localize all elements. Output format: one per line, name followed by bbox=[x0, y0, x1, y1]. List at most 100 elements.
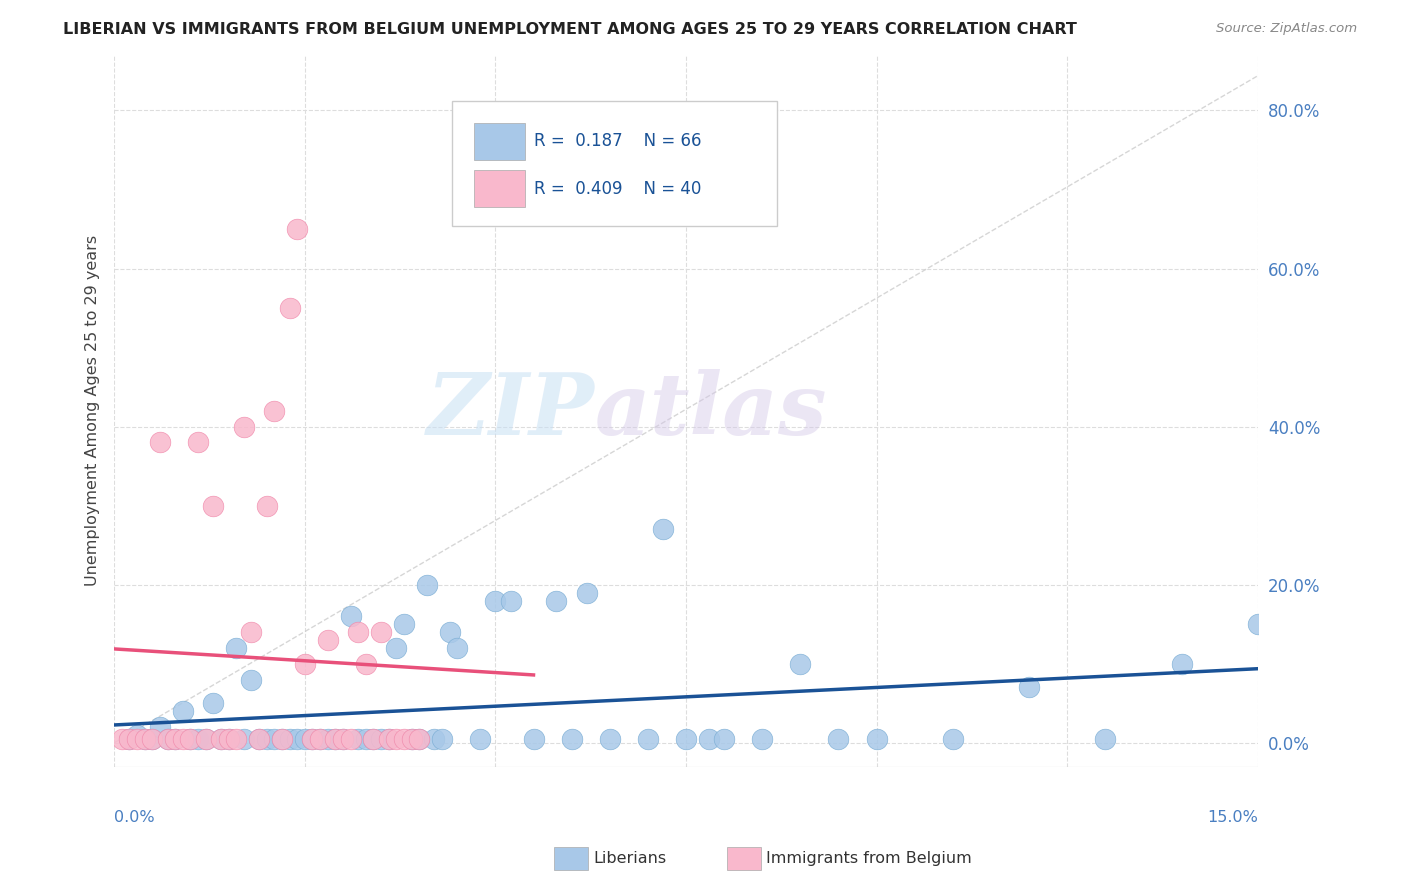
Text: R =  0.187    N = 66: R = 0.187 N = 66 bbox=[534, 132, 702, 150]
Point bbox=[225, 640, 247, 655]
Point bbox=[363, 731, 385, 746]
Point bbox=[751, 731, 773, 746]
Point bbox=[385, 731, 408, 746]
Point bbox=[316, 731, 339, 746]
Point bbox=[423, 731, 446, 746]
Point bbox=[149, 720, 172, 734]
Point bbox=[652, 522, 675, 536]
Point bbox=[256, 731, 278, 746]
Point bbox=[240, 673, 263, 687]
Point bbox=[301, 731, 323, 746]
Point bbox=[225, 731, 247, 746]
Point bbox=[385, 640, 408, 655]
Point bbox=[789, 657, 811, 671]
Point bbox=[294, 731, 316, 746]
Point bbox=[316, 633, 339, 648]
Point bbox=[697, 731, 720, 746]
Point bbox=[202, 499, 225, 513]
Text: 0.0%: 0.0% bbox=[114, 810, 155, 825]
Point bbox=[285, 222, 308, 236]
Point bbox=[408, 731, 430, 746]
Point bbox=[240, 625, 263, 640]
Point bbox=[209, 731, 232, 746]
Point bbox=[637, 731, 659, 746]
Point bbox=[401, 731, 423, 746]
Point bbox=[179, 731, 201, 746]
Point bbox=[392, 731, 415, 746]
Point bbox=[172, 704, 194, 718]
Point bbox=[187, 731, 209, 746]
Text: 15.0%: 15.0% bbox=[1206, 810, 1258, 825]
Point bbox=[332, 731, 354, 746]
Point bbox=[232, 731, 254, 746]
Point bbox=[278, 301, 301, 315]
Point bbox=[484, 593, 506, 607]
Point bbox=[232, 419, 254, 434]
Text: ZIP: ZIP bbox=[426, 369, 595, 452]
Text: atlas: atlas bbox=[595, 369, 827, 452]
Text: LIBERIAN VS IMMIGRANTS FROM BELGIUM UNEMPLOYMENT AMONG AGES 25 TO 29 YEARS CORRE: LIBERIAN VS IMMIGRANTS FROM BELGIUM UNEM… bbox=[63, 22, 1077, 37]
FancyBboxPatch shape bbox=[474, 123, 524, 160]
Point bbox=[942, 731, 965, 746]
Point bbox=[675, 731, 697, 746]
Point bbox=[156, 731, 179, 746]
Point bbox=[125, 728, 148, 742]
Point bbox=[354, 657, 377, 671]
Point bbox=[522, 731, 544, 746]
Point bbox=[301, 731, 323, 746]
Text: R =  0.409    N = 40: R = 0.409 N = 40 bbox=[534, 180, 702, 198]
Point bbox=[271, 731, 294, 746]
Point bbox=[285, 731, 308, 746]
Point bbox=[1247, 617, 1270, 632]
Point bbox=[416, 578, 439, 592]
Text: Immigrants from Belgium: Immigrants from Belgium bbox=[766, 851, 972, 865]
Point bbox=[134, 731, 156, 746]
Point bbox=[713, 731, 735, 746]
Point bbox=[111, 731, 134, 746]
Point bbox=[271, 731, 294, 746]
Point bbox=[865, 731, 887, 746]
Point bbox=[1018, 681, 1040, 695]
Point bbox=[278, 731, 301, 746]
Point bbox=[125, 731, 148, 746]
Point bbox=[187, 435, 209, 450]
Point bbox=[499, 593, 522, 607]
Point bbox=[309, 731, 332, 746]
Point bbox=[179, 731, 201, 746]
Point bbox=[165, 731, 187, 746]
Point bbox=[202, 696, 225, 710]
Text: Liberians: Liberians bbox=[593, 851, 666, 865]
Point bbox=[218, 731, 240, 746]
Point bbox=[546, 593, 568, 607]
Point bbox=[156, 731, 179, 746]
Point bbox=[827, 731, 849, 746]
Text: Source: ZipAtlas.com: Source: ZipAtlas.com bbox=[1216, 22, 1357, 36]
Point bbox=[209, 731, 232, 746]
Point bbox=[141, 731, 163, 746]
Point bbox=[218, 731, 240, 746]
Point bbox=[247, 731, 270, 746]
Point bbox=[392, 617, 415, 632]
Point bbox=[561, 731, 583, 746]
Point bbox=[134, 731, 156, 746]
Y-axis label: Unemployment Among Ages 25 to 29 years: Unemployment Among Ages 25 to 29 years bbox=[86, 235, 100, 586]
Point bbox=[430, 731, 453, 746]
Point bbox=[363, 731, 385, 746]
Point bbox=[339, 731, 361, 746]
Point bbox=[377, 731, 399, 746]
Point bbox=[323, 731, 346, 746]
Point bbox=[247, 731, 270, 746]
Point bbox=[256, 499, 278, 513]
Point bbox=[309, 731, 332, 746]
Point bbox=[165, 731, 187, 746]
Point bbox=[439, 625, 461, 640]
Point bbox=[194, 731, 217, 746]
Point bbox=[323, 731, 346, 746]
Point bbox=[339, 609, 361, 624]
FancyBboxPatch shape bbox=[451, 102, 778, 226]
Point bbox=[347, 731, 370, 746]
Point bbox=[294, 657, 316, 671]
Point bbox=[149, 435, 172, 450]
Point bbox=[446, 640, 468, 655]
Point bbox=[468, 731, 491, 746]
